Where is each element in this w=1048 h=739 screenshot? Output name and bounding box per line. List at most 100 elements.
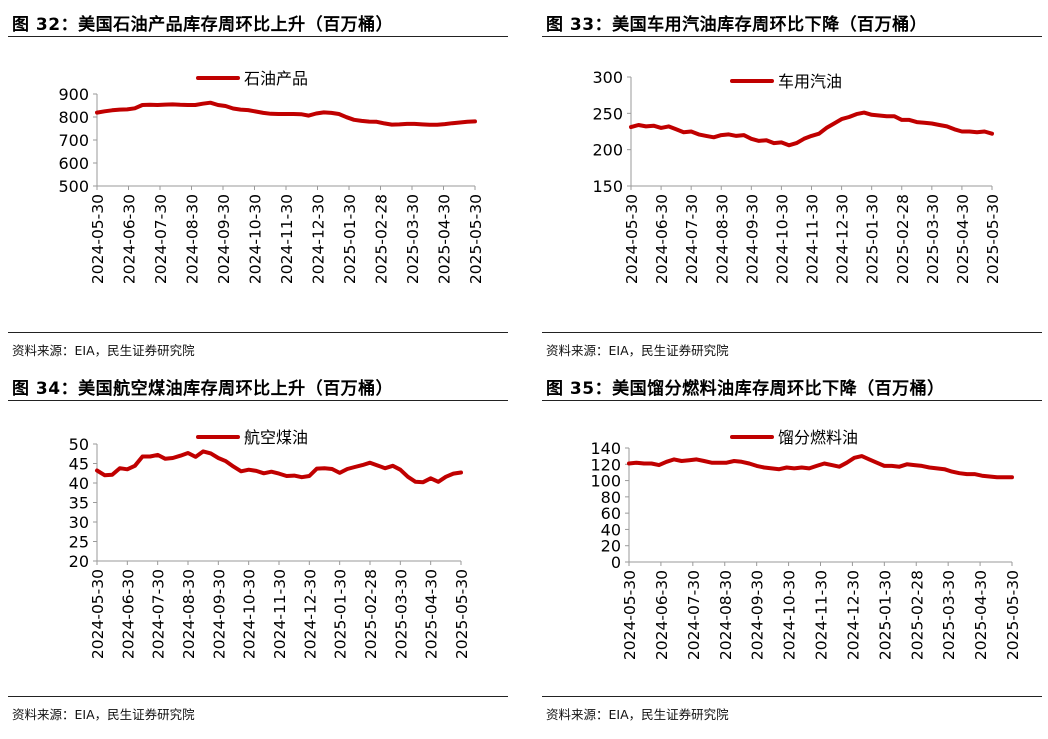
y-tick-label: 60 [601, 504, 621, 523]
title-rule [542, 400, 1042, 401]
x-tick-label: 2024-07-30 [152, 194, 170, 284]
source-note: 资料来源：EIA，民生证券研究院 [546, 707, 729, 722]
x-tick-label: 2024-05-30 [621, 570, 639, 660]
y-tick-label: 80 [601, 488, 621, 507]
series-line [95, 100, 477, 127]
source-rule [542, 332, 1042, 333]
x-tick-label: 2024-12-30 [310, 194, 328, 284]
chart-title: 图 33：美国车用汽油库存周环比下降（百万桶） [546, 15, 928, 35]
y-tick-label: 500 [58, 177, 89, 196]
y-tick-label: 200 [592, 141, 623, 160]
x-tick-label: 2024-10-30 [247, 194, 265, 284]
source-rule [542, 696, 1042, 697]
x-tick-label: 2025-01-30 [332, 569, 350, 659]
y-tick-label: 120 [590, 455, 621, 474]
x-tick-label: 2024-07-30 [683, 194, 701, 284]
x-tick-label: 2025-04-30 [972, 570, 990, 660]
y-tick-label: 140 [590, 439, 621, 458]
line-chart: 150 200 250 300 2024-05-30 2024-06-30 2024-07-… [592, 68, 1002, 284]
source-note: 资料来源：EIA，民生证券研究院 [12, 707, 195, 722]
source-note: 资料来源：EIA，民生证券研究院 [546, 343, 729, 358]
x-tick-label: 2025-05-30 [1004, 570, 1022, 660]
x-tick-label: 2025-01-30 [876, 570, 894, 660]
x-tick-label: 2025-02-28 [894, 194, 912, 284]
x-tick-label: 2025-04-30 [436, 194, 454, 284]
chart-panel-33: 图 33：美国车用汽油库存周环比下降（百万桶） 150 200 250 300 2024… [542, 6, 1042, 358]
legend-label: 馏分燃料油 [778, 428, 858, 447]
series-line [95, 449, 463, 485]
title-rule [8, 36, 508, 37]
x-tick-label: 2024-08-30 [180, 569, 198, 659]
y-tick-label: 800 [58, 108, 89, 127]
series-line [629, 110, 994, 148]
x-tick-label: 2025-03-30 [924, 194, 942, 284]
y-tick-label: 0 [611, 553, 621, 572]
x-tick-label: 2024-11-30 [813, 570, 831, 660]
x-tick-label: 2025-03-30 [392, 569, 410, 659]
x-tick-label: 2024-08-30 [717, 570, 735, 660]
y-tick-label: 900 [58, 85, 89, 104]
x-tick-label: 2025-02-28 [908, 570, 926, 660]
x-tick-label: 2025-01-30 [864, 194, 882, 284]
x-tick-label: 2024-05-30 [89, 569, 107, 659]
x-tick-label: 2024-09-30 [749, 570, 767, 660]
x-tick-label: 2024-05-30 [89, 194, 107, 284]
title-rule [542, 36, 1042, 37]
x-tick-label: 2025-05-30 [453, 569, 471, 659]
x-tick-label: 2024-09-30 [210, 569, 228, 659]
chart-title: 图 34：美国航空煤油库存周环比上升（百万桶） [12, 379, 394, 399]
x-tick-label: 2024-07-30 [150, 569, 168, 659]
x-tick-label: 2024-09-30 [215, 194, 233, 284]
x-tick-label: 2025-03-30 [404, 194, 422, 284]
chart-panel-32: 图 32：美国石油产品库存周环比上升（百万桶） 500 600 700 800 900 2… [8, 6, 508, 358]
line-chart: 500 600 700 800 900 2024-05-30 2024-06-30 2024-… [58, 69, 485, 284]
y-tick-label: 600 [58, 154, 89, 173]
x-tick-label: 2024-10-30 [781, 570, 799, 660]
x-tick-label: 2024-06-30 [121, 194, 139, 284]
source-note: 资料来源：EIA，民生证券研究院 [12, 343, 195, 358]
x-tick-label: 2025-03-30 [940, 570, 958, 660]
y-tick-label: 25 [69, 533, 89, 552]
y-tick-label: 700 [58, 131, 89, 150]
legend-label: 石油产品 [244, 69, 308, 88]
x-tick-label: 2024-10-30 [241, 569, 259, 659]
y-tick-label: 50 [69, 435, 89, 454]
chart-title: 图 32：美国石油产品库存周环比上升（百万桶） [12, 15, 394, 35]
x-tick-label: 2024-06-30 [119, 569, 137, 659]
x-tick-label: 2024-12-30 [834, 194, 852, 284]
x-tick-label: 2024-11-30 [271, 569, 289, 659]
y-tick-label: 300 [592, 68, 623, 87]
x-tick-label: 2024-10-30 [773, 194, 791, 284]
x-tick-label: 2025-02-28 [373, 194, 391, 284]
x-tick-label: 2025-04-30 [423, 569, 441, 659]
x-tick-label: 2024-11-30 [278, 194, 296, 284]
x-tick-label: 2024-05-30 [623, 194, 641, 284]
y-tick-label: 20 [601, 537, 621, 556]
source-rule [8, 696, 508, 697]
chart-title: 图 35：美国馏分燃料油库存周环比下降（百万桶） [546, 379, 945, 399]
y-tick-label: 20 [69, 552, 89, 571]
x-tick-label: 2025-01-30 [341, 194, 359, 284]
x-tick-label: 2024-12-30 [844, 570, 862, 660]
legend-label: 车用汽油 [778, 72, 842, 91]
legend: 石油产品 [196, 69, 308, 88]
x-tick-label: 2025-02-28 [362, 569, 380, 659]
y-tick-label: 35 [69, 494, 89, 513]
legend: 馏分燃料油 [730, 428, 858, 447]
series-line [627, 454, 1014, 480]
x-tick-label: 2025-05-30 [984, 194, 1002, 284]
legend: 航空煤油 [196, 428, 308, 447]
x-tick-label: 2024-08-30 [713, 194, 731, 284]
chart-panel-35: 图 35：美国馏分燃料油库存周环比下降（百万桶） 0 20 40 60 80 100 120… [542, 370, 1042, 722]
y-tick-label: 150 [592, 177, 623, 196]
chart-panel-34: 图 34：美国航空煤油库存周环比上升（百万桶） 20 25 30 35 40 45 50 20… [8, 370, 508, 722]
x-tick-label: 2024-08-30 [184, 194, 202, 284]
x-tick-label: 2025-04-30 [954, 194, 972, 284]
y-tick-label: 30 [69, 513, 89, 532]
y-tick-label: 45 [69, 455, 89, 474]
title-rule [8, 400, 508, 401]
y-tick-label: 100 [590, 472, 621, 491]
source-rule [8, 332, 508, 333]
x-tick-label: 2024-06-30 [653, 194, 671, 284]
